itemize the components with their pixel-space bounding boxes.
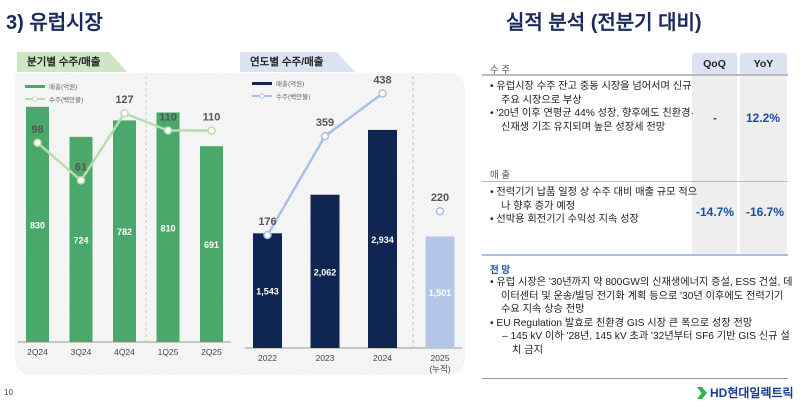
qoq-header: QoQ — [692, 53, 737, 75]
analysis-title: 실적 분석 (전분기 대비) — [506, 12, 702, 34]
sub-bullet: – 145 kV 이하 '28년, 145 kV 초과 '32년부터 SF6 기… — [502, 331, 790, 356]
bullet: • 유럽시장 수주 잔고 중동 시장을 넘어서며 신규 주요 시장으로 부상 — [490, 81, 692, 106]
yoy-column-bg — [740, 75, 787, 255]
bar-value-label: 1,501 — [429, 288, 452, 298]
qoq-column-bg — [692, 75, 737, 255]
line-point — [320, 131, 330, 141]
legend-bar-swatch — [25, 85, 45, 88]
annual-chart-title: 연도별 수주/매출 — [240, 52, 355, 72]
bar-value-label: 830 — [30, 220, 45, 230]
bar — [69, 136, 93, 342]
bar — [368, 129, 397, 348]
bar-value-label: 2,934 — [371, 235, 394, 245]
line-point — [378, 89, 387, 98]
x-tick-label: 2025 — [431, 353, 450, 363]
line-point — [163, 126, 173, 135]
bullet: • '20년 이후 연평균 44% 성장, 향후에도 친환경·신재생 기조 유지… — [490, 108, 694, 133]
sales-qoq: -14.7% — [695, 205, 735, 219]
orders-bullets: • 유럽시장 수주 잔고 중동 시장을 넘어서며 신규 주요 시장으로 부상 •… — [490, 80, 700, 134]
bar-value-label: 782 — [117, 227, 132, 237]
x-tick-label: 2Q24 — [27, 347, 48, 357]
line-value-label: 98 — [31, 124, 43, 136]
sales-bullets: • 전력기기 납품 일정 상 수주 대비 매출 규모 적으나 향후 증가 예정 … — [490, 186, 700, 227]
line-value-label: 61 — [75, 161, 87, 173]
outlook-bullets: • 유럽 시장은 '30년까지 약 800GW의 신재생에너지 증설, ESS … — [490, 276, 795, 358]
line-point — [435, 206, 445, 216]
legend-line-marker — [259, 93, 265, 99]
bar — [200, 146, 223, 342]
line-point — [33, 138, 42, 148]
line-point — [207, 126, 216, 135]
bullet: • 유럽 시장은 '30년까지 약 800GW의 신재생에너지 증설, ESS … — [490, 277, 793, 316]
x-tick-label: 4Q24 — [114, 347, 135, 357]
bar — [113, 120, 136, 342]
bullet: • 선박용 회전기기 수익성 지속 성장 — [490, 214, 639, 226]
bar — [310, 194, 340, 348]
quarterly-chart-title: 분기별 수주/매출 — [17, 52, 127, 72]
bar-value-label: 810 — [160, 223, 175, 233]
bar-value-label: 2,062 — [314, 267, 337, 277]
bullet: • EU Regulation 발효로 친환경 GIS 시장 큰 폭으로 성장 … — [490, 317, 753, 329]
x-tick-label: 3Q24 — [71, 347, 92, 357]
legend-label: 매출(억원) — [276, 79, 304, 88]
line-value-label: 176 — [258, 216, 276, 228]
bar-value-label: 724 — [73, 235, 88, 245]
line-value-label: 359 — [316, 117, 334, 129]
line-value-label: 127 — [115, 94, 133, 106]
x-tick-sublabel: (누적) — [429, 364, 450, 374]
bullet: • 전력기기 납품 일정 상 수주 대비 매출 규모 적으나 향후 증가 예정 — [490, 187, 698, 212]
divider — [482, 74, 788, 76]
legend-label: 매출(억원) — [49, 82, 77, 91]
legend-label: 수주(백만불) — [276, 92, 310, 101]
logo-chevron-icon — [697, 387, 707, 399]
bar — [156, 112, 180, 342]
bar-value-label: 691 — [204, 240, 219, 250]
sales-heading: 매 출 — [490, 170, 511, 181]
bar — [253, 233, 282, 348]
x-tick-label: 2023 — [316, 353, 335, 363]
line-value-label: 110 — [159, 112, 177, 124]
x-tick-label: 2022 — [258, 353, 277, 363]
company-logo: HD현대일렉트릭 — [697, 384, 794, 401]
logo-text: HD현대일렉트릭 — [710, 386, 794, 400]
divider — [482, 181, 788, 182]
page-number: 10 — [4, 388, 13, 397]
bar — [425, 236, 455, 348]
sales-yoy: -16.7% — [745, 205, 785, 219]
orders-qoq: - — [713, 111, 717, 125]
line-value-label: 438 — [373, 74, 391, 86]
page-title: 3) 유럽시장 — [6, 12, 103, 34]
orders-yoy: 12.2% — [745, 111, 781, 125]
divider — [482, 378, 788, 379]
legend-bar-swatch — [252, 82, 272, 85]
legend-line-marker — [32, 96, 38, 102]
line-value-label: 110 — [203, 112, 221, 124]
line-point — [76, 176, 86, 185]
orders-heading: 수 주 — [490, 65, 511, 76]
line-value-label: 220 — [431, 192, 449, 204]
bar — [26, 106, 49, 342]
line-point — [263, 230, 272, 240]
x-tick-label: 2024 — [373, 353, 392, 363]
line-point — [120, 108, 129, 118]
yoy-header: YoY — [740, 53, 787, 75]
bar-value-label: 1,543 — [256, 287, 279, 297]
x-tick-label: 1Q25 — [158, 347, 179, 357]
divider — [482, 254, 788, 256]
x-tick-label: 2Q25 — [201, 347, 222, 357]
legend-label: 수주(백만불) — [49, 95, 83, 104]
outlook-heading: 전 망 — [490, 265, 511, 276]
